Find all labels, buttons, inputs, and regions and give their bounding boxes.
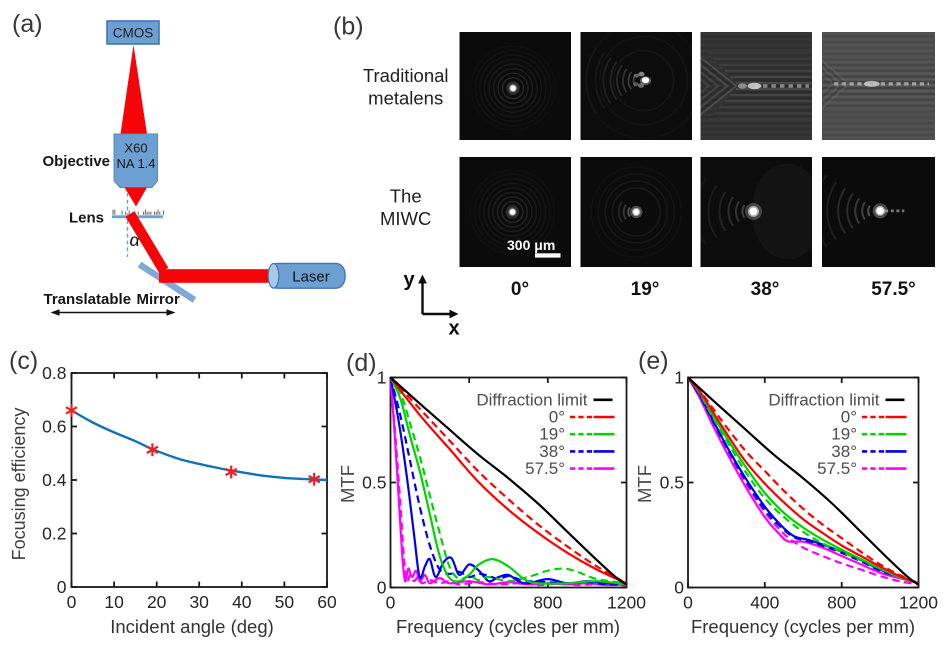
svg-text:0.8: 0.8: [42, 363, 66, 383]
svg-text:1200: 1200: [607, 593, 646, 613]
svg-text:Focusing efficiency: Focusing efficiency: [9, 408, 29, 561]
svg-text:400: 400: [455, 593, 484, 613]
svg-text:(b): (b): [333, 13, 364, 41]
svg-text:800: 800: [533, 593, 562, 613]
svg-text:0: 0: [57, 577, 67, 597]
svg-text:0°: 0°: [841, 408, 857, 427]
svg-text:38°: 38°: [539, 442, 565, 461]
svg-text:metalens: metalens: [368, 88, 443, 109]
svg-text:MIWC: MIWC: [380, 208, 431, 229]
svg-text:Objective: Objective: [42, 153, 110, 170]
svg-text:0°: 0°: [511, 279, 529, 300]
svg-text:0: 0: [377, 578, 387, 598]
svg-text:800: 800: [827, 593, 856, 613]
svg-text:Diffraction limit: Diffraction limit: [476, 390, 587, 409]
svg-text:X60: X60: [124, 141, 147, 156]
svg-text:Diffraction limit: Diffraction limit: [768, 390, 879, 409]
svg-text:50: 50: [275, 592, 295, 612]
svg-text:19°: 19°: [631, 279, 660, 300]
svg-text:10: 10: [104, 592, 124, 612]
svg-text:0°: 0°: [549, 408, 565, 427]
svg-text:0: 0: [386, 593, 396, 613]
svg-text:Traditional: Traditional: [363, 65, 449, 86]
svg-text:300 μm: 300 μm: [507, 237, 555, 253]
svg-text:60: 60: [317, 592, 337, 612]
svg-text:CMOS: CMOS: [113, 26, 154, 41]
svg-text:Lens: Lens: [69, 210, 104, 227]
svg-text:0: 0: [683, 593, 693, 613]
svg-text:38°: 38°: [751, 279, 780, 300]
svg-text:57.5°: 57.5°: [525, 459, 565, 478]
svg-text:19°: 19°: [831, 425, 857, 444]
svg-text:Laser: Laser: [292, 269, 330, 286]
svg-text:y: y: [403, 269, 415, 291]
svg-text:The: The: [390, 186, 422, 207]
svg-text:0: 0: [67, 592, 77, 612]
svg-text:0.6: 0.6: [42, 417, 66, 437]
svg-text:MTF: MTF: [337, 465, 358, 503]
svg-text:α: α: [130, 230, 141, 250]
svg-text:(d): (d): [346, 349, 377, 377]
svg-text:0.5: 0.5: [362, 473, 386, 493]
svg-text:NA 1.4: NA 1.4: [116, 156, 155, 171]
svg-text:38°: 38°: [831, 442, 857, 461]
svg-text:(c): (c): [9, 347, 38, 375]
svg-text:30: 30: [189, 592, 209, 612]
svg-text:1200: 1200: [899, 593, 938, 613]
svg-text:19°: 19°: [539, 425, 565, 444]
svg-text:40: 40: [232, 592, 252, 612]
svg-text:0.2: 0.2: [42, 524, 66, 544]
svg-text:57.5°: 57.5°: [817, 459, 857, 478]
svg-text:Translatable Mirror: Translatable Mirror: [44, 291, 180, 308]
svg-text:(a): (a): [12, 10, 43, 38]
svg-text:20: 20: [147, 592, 167, 612]
svg-text:1: 1: [674, 368, 684, 388]
svg-text:x: x: [448, 318, 459, 340]
svg-text:0.5: 0.5: [660, 473, 684, 493]
svg-text:0: 0: [674, 578, 684, 598]
svg-text:Incident angle (deg): Incident angle (deg): [110, 616, 274, 637]
svg-text:Frequency (cycles per mm): Frequency (cycles per mm): [396, 616, 620, 637]
svg-text:MTF: MTF: [634, 465, 655, 503]
svg-text:1: 1: [377, 368, 387, 388]
svg-text:Frequency (cycles per mm): Frequency (cycles per mm): [691, 616, 915, 637]
svg-text:0.4: 0.4: [42, 470, 67, 490]
svg-text:400: 400: [750, 593, 779, 613]
svg-text:(e): (e): [638, 347, 669, 375]
svg-text:57.5°: 57.5°: [871, 279, 916, 300]
